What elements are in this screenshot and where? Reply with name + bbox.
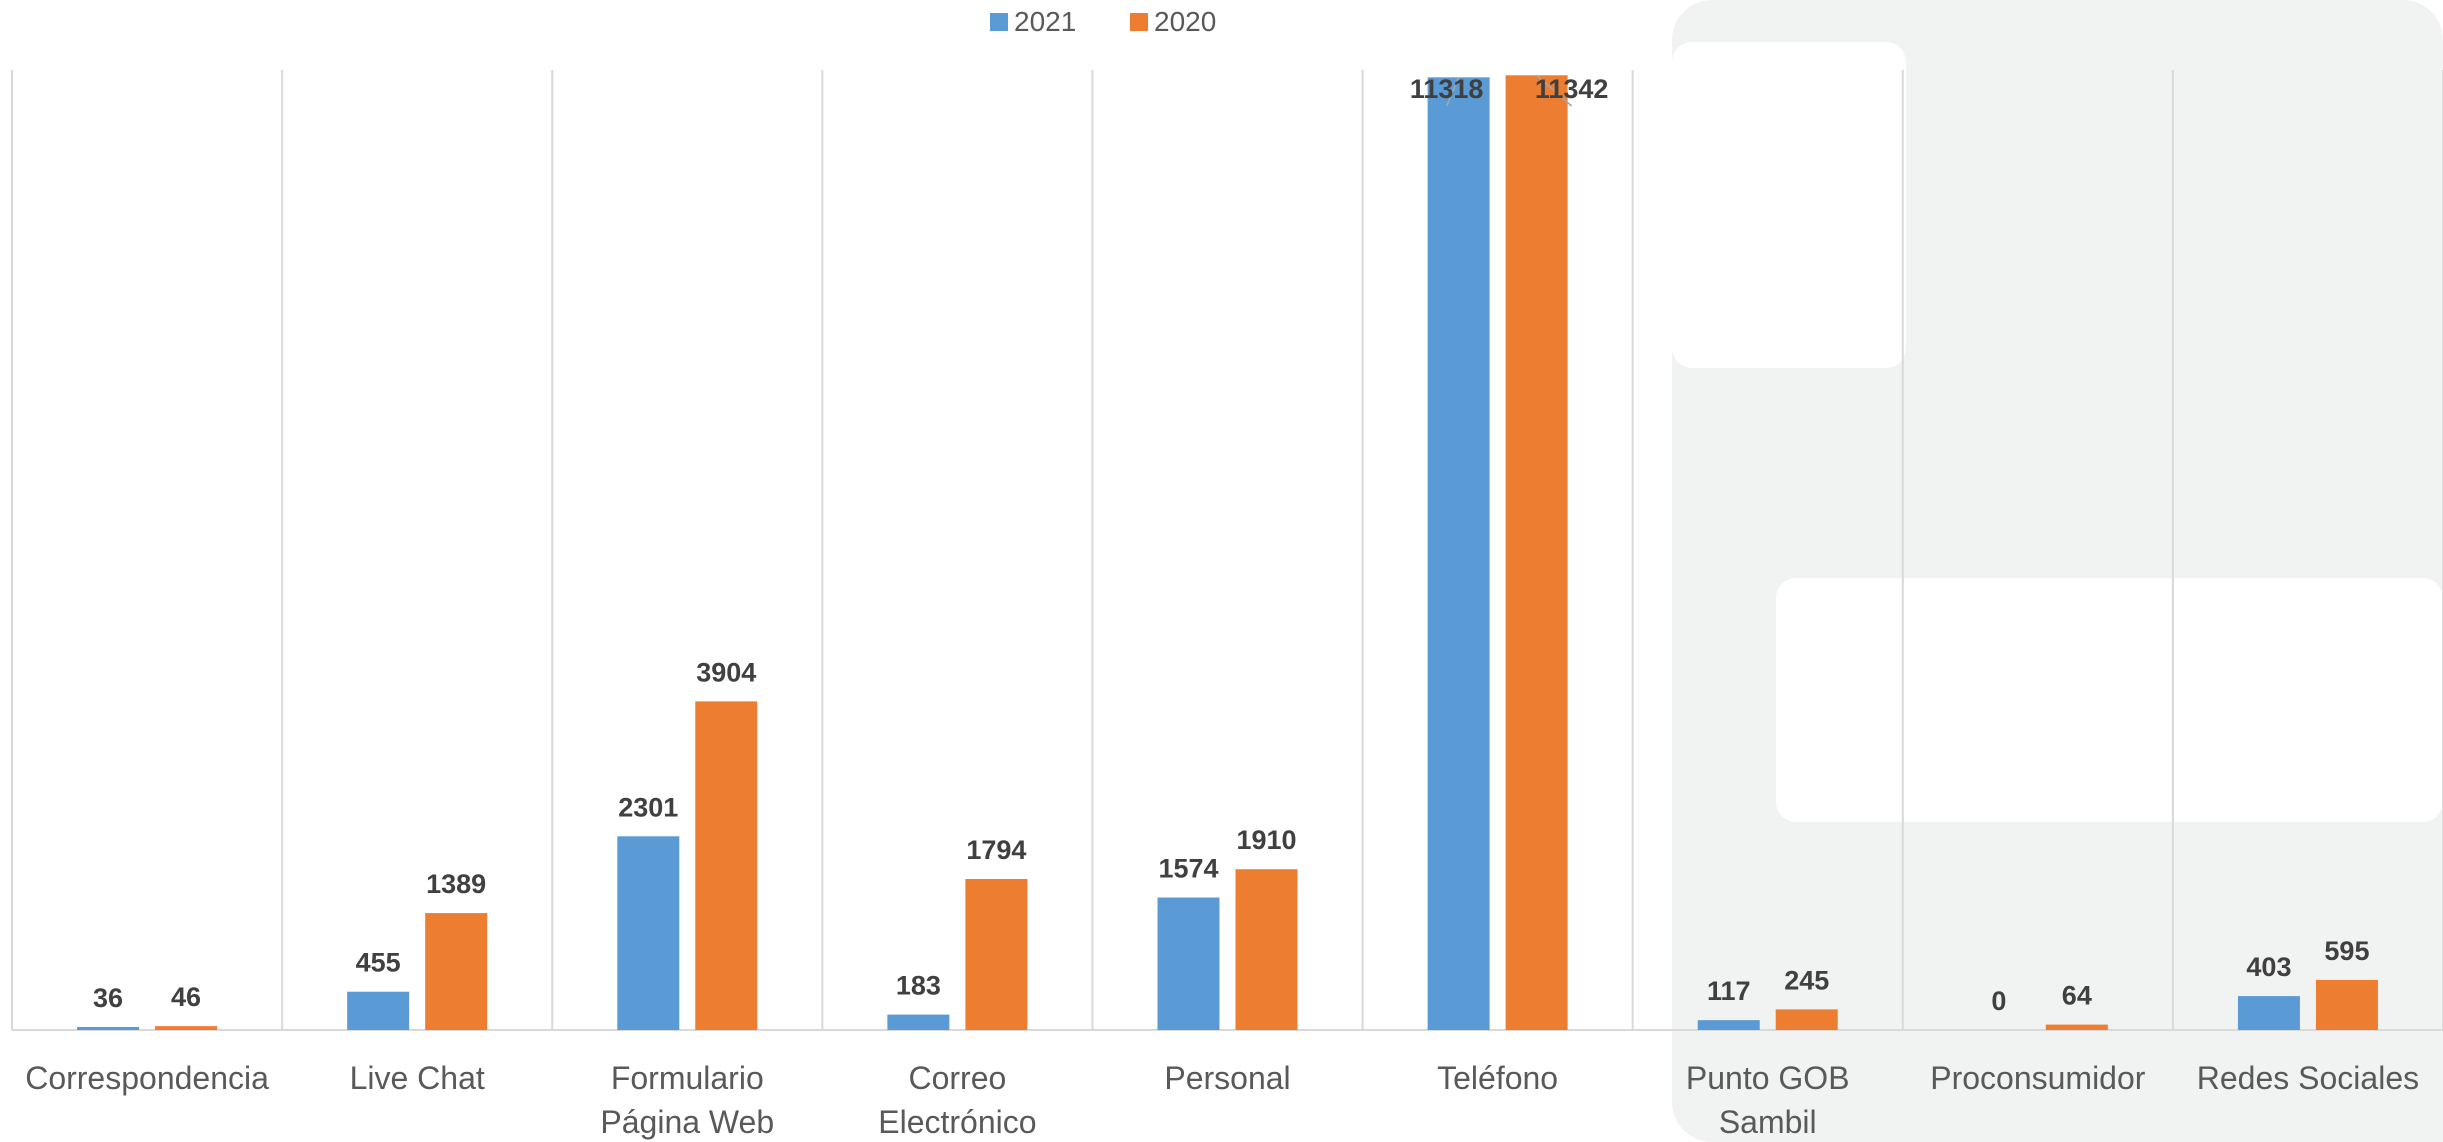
x-tick-label-line: Punto GOB (1686, 1060, 1850, 1096)
x-tick-label: Punto GOB Sambil (1686, 1060, 1850, 1140)
legend-swatch-2020 (1130, 13, 1148, 31)
legend: 2021 2020 (990, 6, 1216, 37)
x-tick-label-line: Sambil (1719, 1104, 1817, 1140)
x-tick-label-line: Correo (908, 1060, 1006, 1096)
bar-2020 (695, 701, 758, 1030)
bar-2020 (1775, 1009, 1838, 1030)
data-labels: 36 46 455 1389 2301 3904 183 1794 1574 1910 11318 1… (93, 74, 2369, 1016)
data-label: 2301 (618, 792, 678, 822)
x-tick-label: Correo Electrónico (878, 1060, 1036, 1140)
x-tick-label-line: Formulario (611, 1060, 764, 1096)
x-tick-label-line: Electrónico (878, 1104, 1036, 1140)
data-label: 3904 (696, 657, 756, 687)
x-tick-label: Live Chat (350, 1060, 485, 1096)
data-label: 1910 (1236, 825, 1296, 855)
bar-2021 (77, 1026, 140, 1030)
data-label: 46 (171, 982, 201, 1012)
bar-2020 (2315, 979, 2378, 1030)
x-tick-label: Formulario Página Web (600, 1060, 774, 1140)
x-tick-label: Correspondencia (25, 1060, 269, 1096)
data-label: 11318 (1410, 74, 1484, 104)
x-tick-label-line: Correspondencia (25, 1060, 269, 1096)
data-label: 1794 (966, 835, 1026, 865)
data-label: 1574 (1158, 854, 1218, 884)
data-label: 1389 (426, 869, 486, 899)
x-tick-label-line: Proconsumidor (1930, 1060, 2146, 1096)
data-label: 595 (2324, 936, 2369, 966)
bar-2021 (617, 836, 680, 1030)
data-label: 455 (356, 948, 401, 978)
data-label: 117 (1707, 976, 1751, 1006)
legend-label-2020: 2020 (1154, 6, 1216, 37)
x-tick-label-line: Página Web (600, 1104, 774, 1140)
bar-2021 (1157, 897, 1220, 1030)
legend-label-2021: 2021 (1014, 6, 1076, 37)
leader-line (1536, 74, 1573, 107)
bar-2020 (155, 1026, 218, 1030)
bars (77, 75, 2378, 1031)
bar-2020 (1235, 869, 1298, 1030)
bar-2021 (887, 1014, 950, 1030)
data-label: 64 (2062, 981, 2092, 1011)
bar-2020 (2045, 1024, 2108, 1030)
bar-2020 (425, 913, 488, 1030)
bar-2021 (2237, 996, 2300, 1030)
bar-2020 (1505, 75, 1568, 1030)
data-label: 183 (896, 971, 941, 1001)
x-tick-label-line: Live Chat (350, 1060, 485, 1096)
data-label: 11342 (1535, 74, 1609, 104)
bar-2021 (1427, 77, 1490, 1031)
background-decoration (1672, 0, 2443, 1142)
x-tick-label: Personal (1164, 1060, 1290, 1096)
x-tick-label-line: Redes Sociales (2197, 1060, 2419, 1096)
leader-line (1445, 77, 1460, 107)
x-tick-label-line: Teléfono (1437, 1060, 1558, 1096)
x-axis-tick-labels: Correspondencia Live Chat Formulario Página… (25, 1060, 2419, 1140)
data-label: 403 (2246, 952, 2291, 982)
bar-2021 (347, 991, 410, 1030)
category-gridlines (11, 70, 2443, 1031)
bar-2021 (1697, 1020, 1760, 1030)
legend-swatch-2021 (990, 13, 1008, 31)
data-label: 36 (93, 983, 123, 1013)
bar-2020 (965, 878, 1028, 1030)
data-label: 0 (1991, 986, 2006, 1016)
data-label: 245 (1784, 965, 1829, 995)
x-tick-label-line: Personal (1164, 1060, 1290, 1096)
x-tick-label: Proconsumidor (1930, 1060, 2146, 1096)
x-tick-label: Teléfono (1437, 1060, 1558, 1096)
x-tick-label: Redes Sociales (2197, 1060, 2419, 1096)
